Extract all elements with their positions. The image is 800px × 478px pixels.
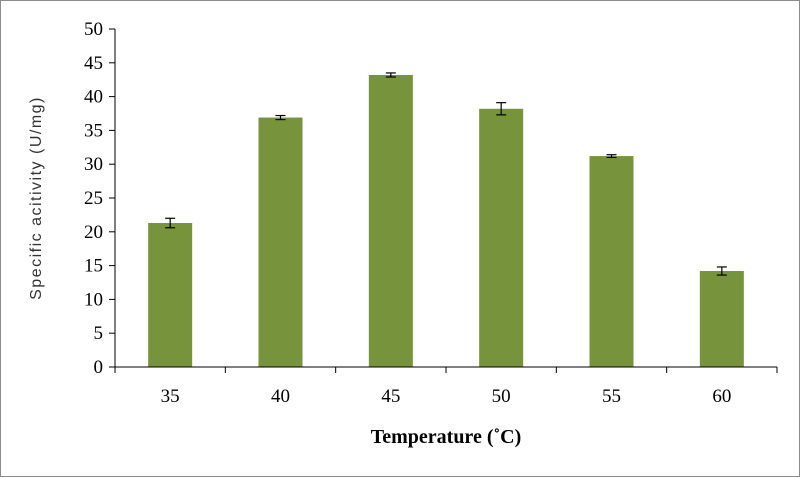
x-tick-label: 40 [271, 386, 290, 407]
x-tick-label: 55 [602, 386, 621, 407]
bar [368, 74, 413, 367]
y-tick-label: 40 [84, 87, 103, 108]
x-tick-label: 35 [161, 386, 180, 407]
error-bar [716, 266, 727, 276]
error-bars [165, 72, 727, 276]
x-tick-label: 50 [492, 386, 511, 407]
y-tick-label: 20 [84, 222, 103, 243]
y-tick-label: 35 [84, 120, 103, 141]
error-bar [496, 102, 507, 116]
error-bar [165, 217, 176, 229]
y-tick-label: 0 [94, 357, 104, 378]
error-bar [606, 154, 617, 159]
x-axis-ticks: 35 40 45 50 55 60 [114, 367, 778, 407]
x-tick-label: 60 [712, 386, 731, 407]
y-tick-label: 15 [84, 256, 103, 277]
y-tick-label: 5 [94, 323, 104, 344]
y-tick-label: 30 [84, 154, 103, 175]
error-bar [385, 72, 396, 78]
x-tick-label: 45 [381, 386, 400, 407]
y-axis-title: Specific acitivity (U/mg) [28, 96, 45, 300]
y-tick-label: 25 [84, 188, 103, 209]
bar [258, 117, 303, 367]
x-axis-title: Temperature (˚C) [371, 426, 522, 448]
bar [699, 271, 744, 367]
bar [589, 156, 634, 367]
y-tick-label: 10 [84, 289, 103, 310]
y-axis-ticks: 0 5 10 15 20 25 30 35 40 45 50 [84, 19, 115, 378]
bar [148, 223, 193, 367]
bar [479, 108, 524, 367]
error-bar [275, 114, 286, 121]
y-tick-label: 45 [84, 53, 103, 74]
bars [148, 74, 744, 367]
y-tick-label: 50 [84, 19, 103, 40]
